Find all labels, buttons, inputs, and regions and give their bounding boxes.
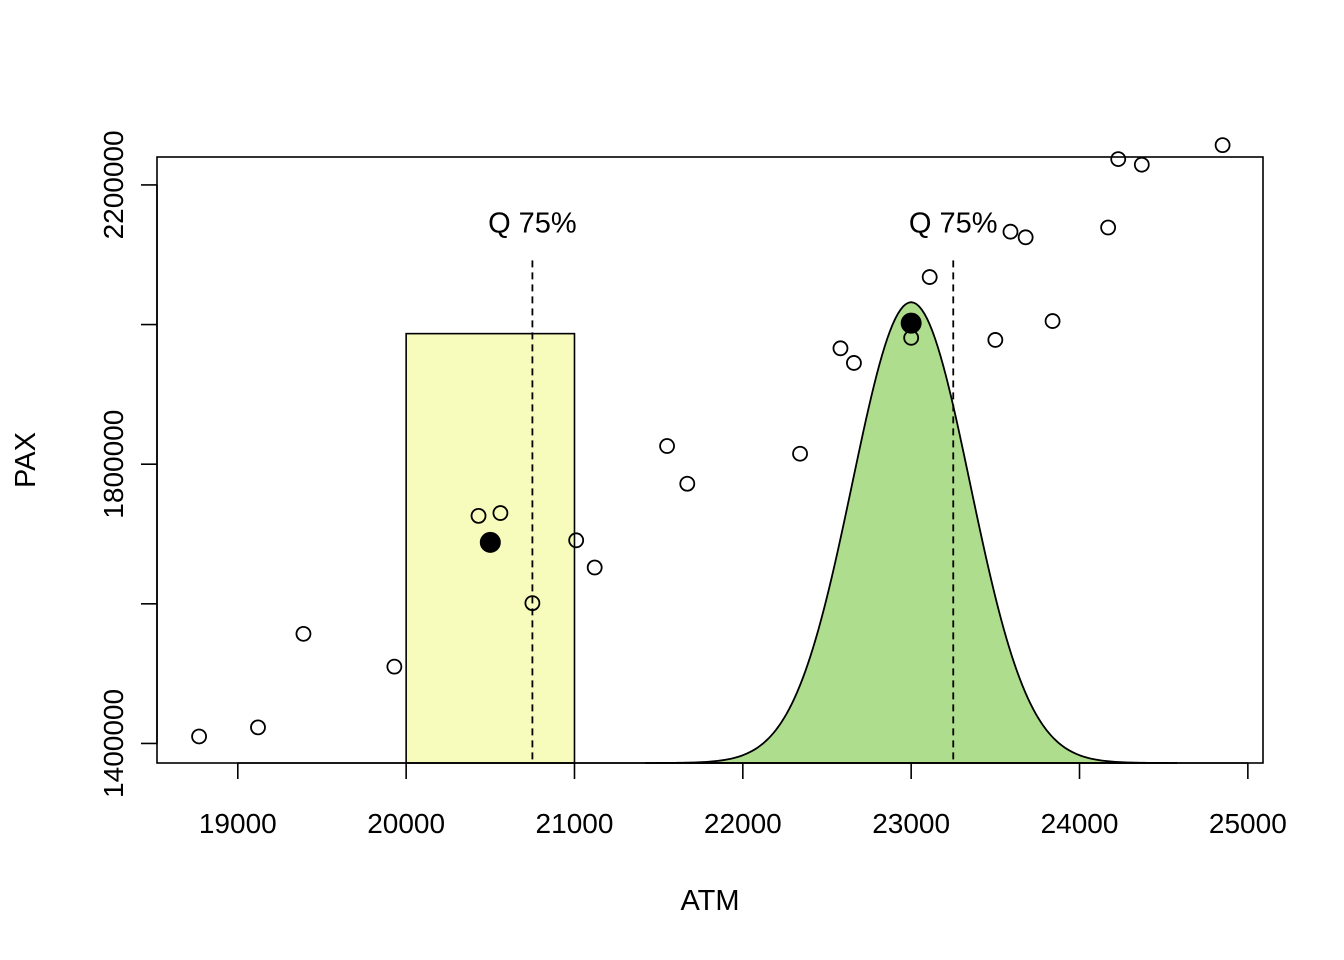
highlight-point <box>900 312 922 334</box>
quantile-label: Q 75% <box>488 207 577 239</box>
data-point <box>1017 229 1034 246</box>
data-point <box>846 355 862 371</box>
x-tick-label: 20000 <box>367 808 445 839</box>
data-point <box>832 340 849 357</box>
y-axis-title: PAX <box>10 432 42 488</box>
shapes-layer: Q 75% Q 75% <box>405 207 1178 764</box>
data-point <box>586 559 603 576</box>
x-tick-label: 22000 <box>704 808 782 839</box>
x-axis-title: ATM <box>680 885 739 917</box>
data-point <box>524 595 541 612</box>
data-point <box>1100 219 1117 236</box>
data-point <box>1002 223 1019 240</box>
data-point <box>987 332 1004 348</box>
x-tick-label: 24000 <box>1041 808 1119 839</box>
quantile-label: Q 75% <box>909 207 998 239</box>
data-point <box>1214 137 1231 154</box>
data-point <box>1133 156 1150 173</box>
highlight-point <box>479 531 501 553</box>
data-point <box>568 532 585 549</box>
plot-frame <box>156 156 1264 764</box>
data-point <box>921 269 938 285</box>
data-point <box>1044 313 1061 329</box>
y-tick-label: 2200000 <box>98 130 129 239</box>
points-layer <box>191 137 1231 745</box>
x-tick-label: 23000 <box>872 808 950 839</box>
data-point <box>250 719 266 736</box>
data-point <box>1110 151 1127 167</box>
data-point <box>492 505 509 521</box>
data-point <box>792 445 808 462</box>
data-point <box>191 728 207 745</box>
data-point <box>295 625 312 642</box>
x-tick-label: 25000 <box>1209 808 1287 839</box>
data-point <box>679 475 696 492</box>
normal-curve <box>645 301 1178 764</box>
y-tick-label: 1400000 <box>98 689 129 798</box>
data-point <box>470 507 487 524</box>
x-tick-label: 21000 <box>536 808 614 839</box>
data-point <box>386 658 403 675</box>
x-tick-label: 19000 <box>199 808 277 839</box>
axes-layer: 19000 20000 21000 22000 23000 24000 25000 14000… <box>98 130 1287 839</box>
data-point <box>659 438 675 454</box>
y-tick-label: 1800000 <box>98 410 129 519</box>
